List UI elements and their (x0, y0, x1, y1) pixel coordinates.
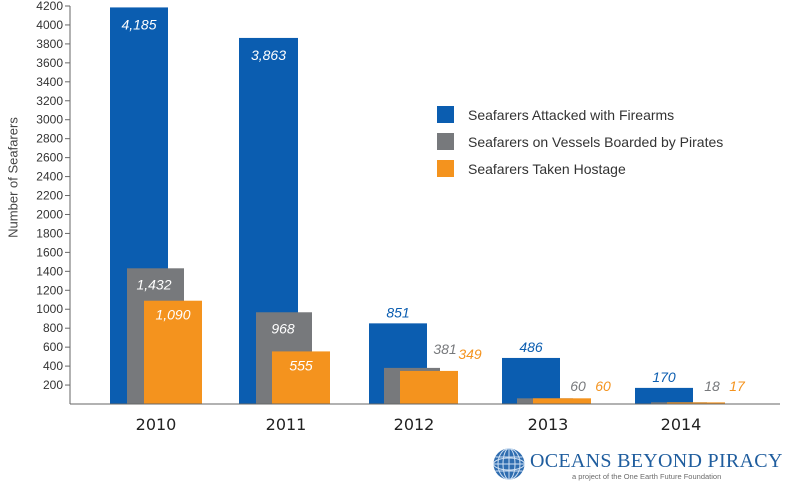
y-tick-label: 3600 (36, 56, 63, 70)
y-tick-label: 3400 (36, 75, 63, 89)
hostage-bar (533, 398, 591, 404)
y-tick-label: 2800 (36, 132, 63, 146)
boarded-value-label: 18 (704, 378, 720, 394)
y-tick-label: 1800 (36, 226, 63, 240)
y-tick-label: 400 (43, 359, 63, 373)
oceans-beyond-piracy-logo: OCEANS BEYOND PIRACY a project of the On… (492, 445, 792, 485)
logo-title: OCEANS BEYOND PIRACY (530, 450, 783, 472)
x-tick-label: 2011 (266, 415, 307, 434)
firearms-value-label: 170 (652, 369, 676, 385)
boarded-value-label: 1,432 (136, 276, 171, 292)
globe-icon (493, 448, 525, 480)
x-tick-label: 2013 (528, 415, 569, 434)
y-tick-label: 1400 (36, 264, 63, 278)
y-tick-label: 4200 (36, 0, 63, 13)
y-tick-label: 2600 (36, 151, 63, 165)
boarded-value-label: 60 (570, 378, 586, 394)
y-tick-label: 1200 (36, 283, 63, 297)
y-tick-label: 200 (43, 378, 63, 392)
firearms-bar (502, 357, 560, 404)
y-tick-label: 2000 (36, 207, 63, 221)
firearms-value-label: 4,185 (121, 16, 156, 32)
y-tick-label: 1000 (36, 302, 63, 316)
firearms-bar (635, 387, 693, 404)
hostage-bar (272, 351, 330, 404)
logo-subtitle: a project of the One Earth Future Founda… (572, 472, 722, 481)
y-tick-label: 2400 (36, 170, 63, 184)
boarded-value-label: 968 (271, 320, 295, 336)
legend: Seafarers Attacked with Firearms Seafare… (437, 101, 723, 182)
x-tick-label: 2012 (394, 415, 435, 434)
y-tick-label: 2200 (36, 189, 63, 203)
hostage-value-label: 555 (289, 357, 313, 373)
hostage-bar (144, 300, 202, 404)
firearms-value-label: 3,863 (251, 47, 286, 63)
y-tick-label: 3800 (36, 37, 63, 51)
hostage-value-label: 60 (595, 378, 611, 394)
y-axis: 200 400 600 800 1000 1200 1400 1600 1800 2000 2200… (36, 0, 71, 404)
legend-label-hostage: Seafarers Taken Hostage (468, 160, 626, 177)
legend-swatch-boarded (437, 133, 454, 150)
legend-item-boarded: Seafarers on Vessels Boarded by Pirates (437, 128, 723, 155)
boarded-value-label: 381 (433, 341, 456, 357)
hostage-bar (400, 370, 458, 404)
y-tick-label: 600 (43, 340, 63, 354)
y-tick-label: 4000 (36, 18, 63, 32)
legend-swatch-hostage (437, 160, 454, 177)
hostage-value-label: 17 (729, 378, 746, 394)
firearms-value-label: 851 (386, 304, 409, 320)
y-axis-label: Number of Seafarers (5, 117, 21, 238)
y-tick-label: 1600 (36, 245, 63, 259)
bars: 4,185 1,432 1,090 3,863 968 555 851 381 349 486 60… (110, 7, 746, 405)
legend-label-boarded: Seafarers on Vessels Boarded by Pirates (468, 133, 724, 150)
legend-item-hostage: Seafarers Taken Hostage (437, 155, 723, 182)
legend-swatch-firearms (437, 106, 454, 123)
y-tick-label: 3000 (36, 113, 63, 127)
x-tick-label: 2010 (136, 415, 177, 434)
hostage-value-label: 349 (458, 346, 482, 362)
y-tick-label: 800 (43, 321, 63, 335)
legend-item-firearms: Seafarers Attacked with Firearms (437, 101, 723, 128)
hostage-bar (667, 402, 725, 404)
firearms-value-label: 486 (519, 339, 543, 355)
x-tick-label: 2014 (661, 415, 702, 434)
x-axis: 2010 2011 2012 2013 2014 (70, 403, 780, 434)
y-tick-label: 3200 (36, 94, 63, 108)
legend-label-firearms: Seafarers Attacked with Firearms (468, 106, 675, 123)
hostage-value-label: 1,090 (155, 307, 190, 323)
